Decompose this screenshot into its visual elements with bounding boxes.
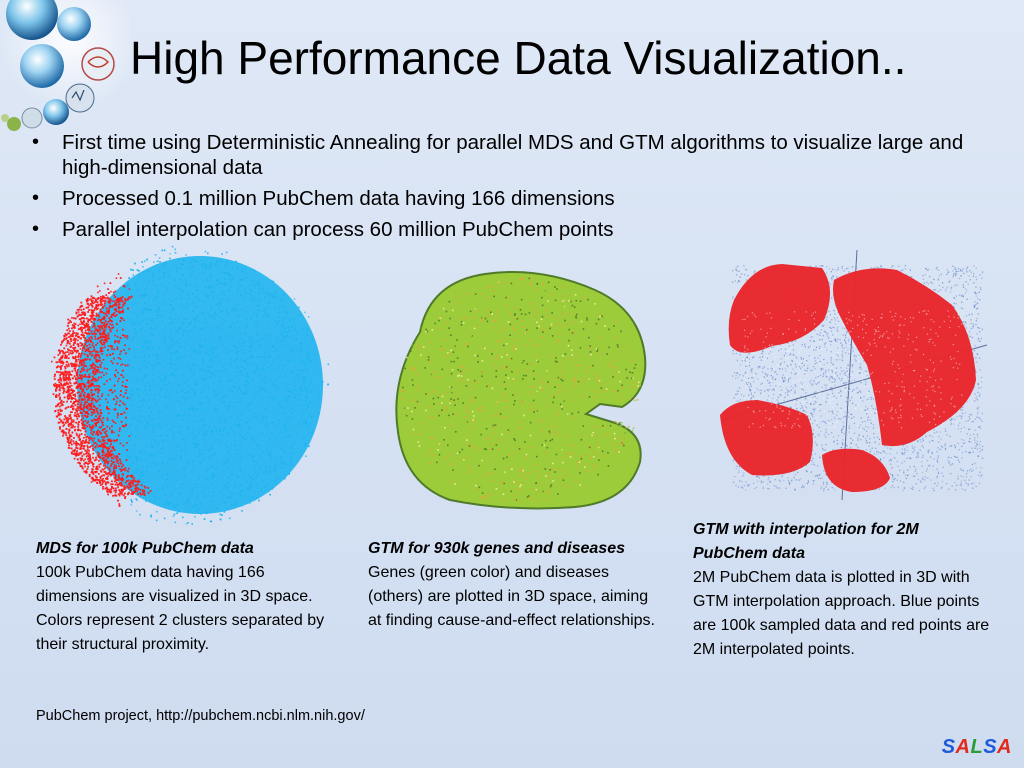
caption-body: Genes (green color) and diseases (others… bbox=[368, 564, 655, 629]
gtm-scatter-plot bbox=[395, 271, 647, 510]
bullet-item: • Processed 0.1 million PubChem data hav… bbox=[30, 186, 1010, 211]
globe-cluster-icon bbox=[0, 0, 140, 140]
caption-title: GTM with interpolation for 2M PubChem da… bbox=[693, 521, 919, 562]
bullet-text: Processed 0.1 million PubChem data havin… bbox=[62, 187, 615, 210]
bullet-glyph: • bbox=[32, 187, 40, 209]
bullet-item: • Parallel interpolation can process 60 … bbox=[30, 217, 1010, 242]
bullet-glyph: • bbox=[32, 218, 40, 240]
caption-interpolation: GTM with interpolation for 2M PubChem da… bbox=[693, 518, 993, 662]
brand-letter: A bbox=[997, 736, 1012, 758]
caption-title: GTM for 930k genes and diseases bbox=[368, 540, 625, 557]
slide-title: High Performance Data Visualization.. bbox=[130, 32, 907, 84]
bullet-text: First time using Deterministic Annealing… bbox=[62, 131, 964, 179]
mds-scatter-plot bbox=[51, 245, 330, 525]
bullet-item: • First time using Deterministic Anneali… bbox=[30, 130, 1010, 180]
mds-visualization bbox=[38, 240, 338, 530]
caption-gtm: GTM for 930k genes and diseases Genes (g… bbox=[368, 537, 658, 633]
salsa-brand: SALSA bbox=[942, 736, 1012, 759]
bullet-text: Parallel interpolation can process 60 mi… bbox=[62, 218, 614, 241]
caption-body: 2M PubChem data is plotted in 3D with GT… bbox=[693, 569, 990, 658]
brand-letter: S bbox=[941, 736, 956, 758]
caption-mds: MDS for 100k PubChem data 100k PubChem d… bbox=[36, 537, 336, 657]
bullet-list: • First time using Deterministic Anneali… bbox=[30, 130, 1010, 248]
interpolation-scatter-plot bbox=[720, 250, 988, 500]
caption-body: 100k PubChem data having 166 dimensions … bbox=[36, 564, 325, 653]
caption-title: MDS for 100k PubChem data bbox=[36, 540, 254, 557]
brand-letter: S bbox=[983, 736, 998, 758]
gtm-visualization bbox=[390, 262, 658, 514]
interpolation-visualization bbox=[712, 250, 992, 500]
source-citation: PubChem project, http://pubchem.ncbi.nlm… bbox=[36, 708, 365, 724]
brand-letter: A bbox=[955, 736, 971, 758]
brand-letter: L bbox=[970, 736, 984, 758]
bullet-glyph: • bbox=[32, 131, 40, 153]
